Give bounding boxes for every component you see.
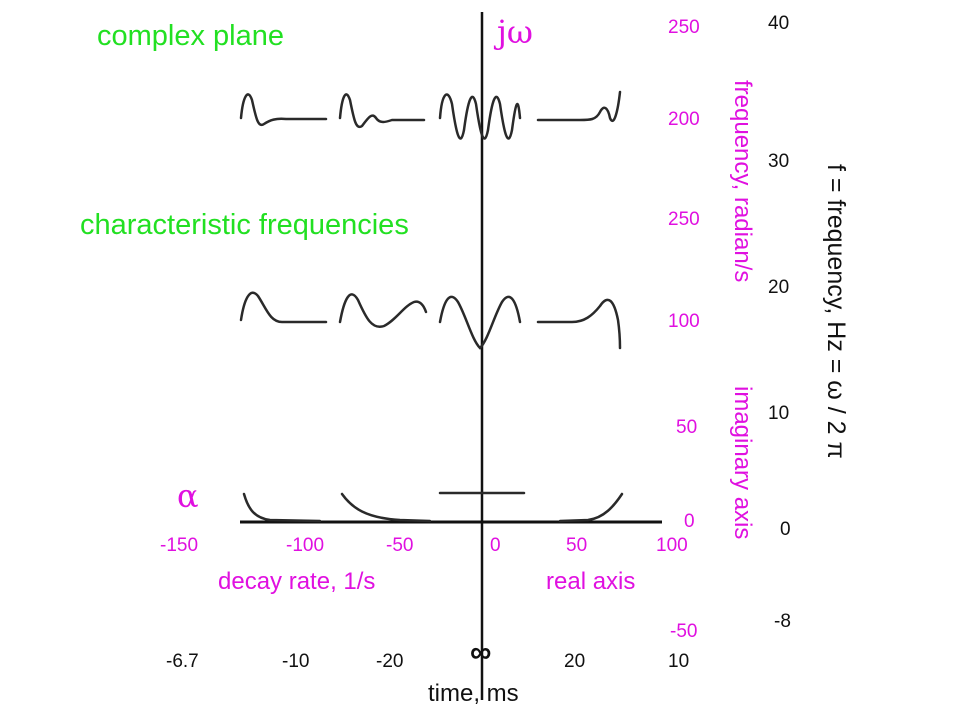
exp-decay-fast bbox=[242, 492, 322, 523]
real-tick: -100 bbox=[286, 535, 325, 556]
waveform-decay-slow-high bbox=[338, 93, 426, 129]
exp-growth bbox=[558, 492, 624, 523]
time-tick: -10 bbox=[282, 651, 310, 672]
real-tick: 100 bbox=[656, 535, 688, 556]
decay-rate-label: decay rate, 1/s bbox=[218, 568, 376, 595]
exponential-curves bbox=[242, 491, 624, 523]
real-tick: -50 bbox=[386, 535, 414, 556]
time-tick-infinity: ∞ bbox=[470, 636, 492, 669]
hz-tick: 20 bbox=[768, 277, 790, 298]
radian-tick: 100 bbox=[668, 311, 700, 332]
waveform-decay-fast-low bbox=[239, 291, 328, 324]
real-axis-label: real axis bbox=[546, 568, 636, 595]
hz-tick: 0 bbox=[780, 519, 791, 540]
characteristic-frequencies-title: characteristic frequencies bbox=[80, 209, 409, 241]
hz-tick: -8 bbox=[774, 611, 791, 632]
waveform-growing-high bbox=[536, 90, 622, 122]
alpha-label: α bbox=[177, 477, 199, 515]
hz-tick: 10 bbox=[768, 403, 790, 424]
time-tick: 20 bbox=[564, 651, 586, 672]
waveform-decay-slow-low bbox=[338, 293, 428, 329]
radian-tick: 50 bbox=[676, 417, 698, 438]
real-tick: -150 bbox=[160, 535, 199, 556]
hz-axis-label: f = frequency, Hz = ω / 2 π bbox=[822, 164, 850, 459]
time-tick: -20 bbox=[376, 651, 404, 672]
radian-tick: 250 bbox=[668, 209, 700, 230]
radian-tick: 250 bbox=[668, 17, 700, 38]
radian-tick: 200 bbox=[668, 109, 700, 130]
frequency-radian-label: frequency, radian/s bbox=[729, 80, 756, 283]
imaginary-axis-label: imaginary axis bbox=[729, 386, 756, 540]
waveform-decay-fast-high bbox=[239, 93, 328, 127]
waveform-pure-high bbox=[438, 93, 522, 140]
j-omega-label: jω bbox=[497, 13, 534, 51]
radian-tick: 0 bbox=[684, 511, 695, 532]
time-axis-label: time, ms bbox=[428, 680, 519, 707]
real-tick: 50 bbox=[566, 535, 588, 556]
time-tick: -6.7 bbox=[166, 651, 199, 672]
high-frequency-waveforms bbox=[239, 90, 622, 140]
waveform-pure-low bbox=[438, 295, 522, 350]
real-tick: 0 bbox=[490, 535, 501, 556]
low-frequency-waveforms bbox=[239, 291, 622, 350]
time-tick: 10 bbox=[668, 651, 690, 672]
waveform-growing-low bbox=[536, 298, 622, 350]
hz-tick: 30 bbox=[768, 151, 790, 172]
hz-tick: 40 bbox=[768, 13, 790, 34]
complex-plane-title: complex plane bbox=[97, 20, 284, 52]
radian-tick: -50 bbox=[670, 621, 698, 642]
exp-decay-slow bbox=[340, 492, 432, 523]
